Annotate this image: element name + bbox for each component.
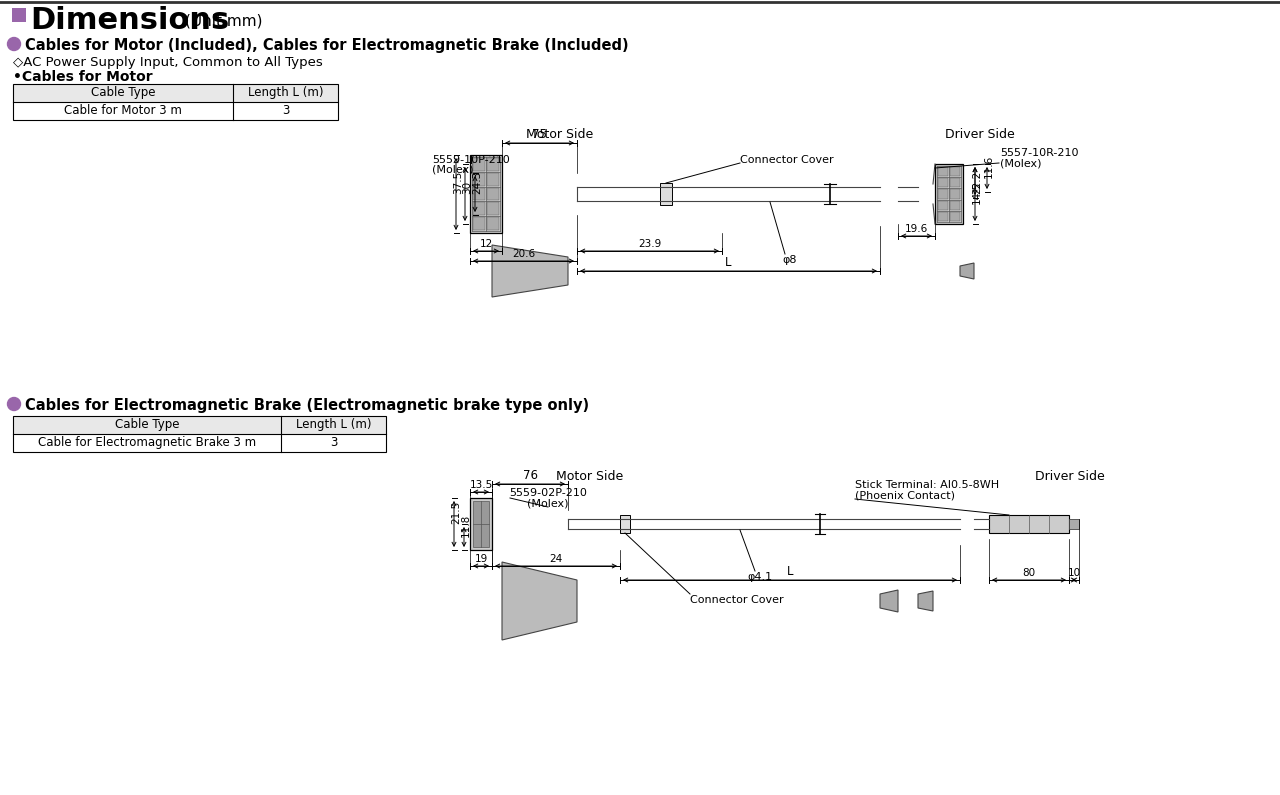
Polygon shape: [881, 590, 899, 612]
Text: 30: 30: [462, 181, 472, 194]
Text: 19.6: 19.6: [905, 224, 928, 234]
Text: 11.8: 11.8: [461, 514, 471, 537]
Bar: [989, 515, 1069, 533]
Text: Length L (m): Length L (m): [248, 86, 324, 99]
Text: (Molex): (Molex): [1000, 158, 1042, 168]
Bar: [474, 188, 485, 200]
Bar: [938, 167, 948, 176]
Text: ◇AC Power Supply Input, Common to All Types: ◇AC Power Supply Input, Common to All Ty…: [13, 56, 323, 69]
Bar: [660, 183, 672, 205]
Bar: [950, 200, 960, 210]
Bar: [486, 158, 499, 171]
Bar: [486, 217, 499, 230]
Bar: [938, 178, 948, 188]
Bar: [950, 211, 960, 221]
Text: 3: 3: [282, 104, 289, 117]
Text: •Cables for Motor: •Cables for Motor: [13, 70, 152, 84]
Text: (Molex): (Molex): [433, 165, 474, 175]
Bar: [474, 203, 485, 215]
Text: (Unit mm): (Unit mm): [186, 13, 262, 28]
Bar: [938, 189, 948, 199]
Text: Cable for Motor 3 m: Cable for Motor 3 m: [64, 104, 182, 117]
Text: φ8: φ8: [783, 255, 797, 265]
Text: 75: 75: [532, 128, 547, 141]
Bar: [934, 164, 963, 224]
Bar: [938, 211, 948, 221]
Bar: [950, 178, 960, 188]
Text: Dimensions: Dimensions: [29, 6, 229, 35]
Text: 24.3: 24.3: [472, 171, 483, 194]
Text: Motor Side: Motor Side: [557, 470, 623, 483]
Bar: [486, 203, 499, 215]
Text: Stick Terminal: AI0.5-8WH: Stick Terminal: AI0.5-8WH: [855, 480, 1000, 490]
Text: Cables for Electromagnetic Brake (Electromagnetic brake type only): Cables for Electromagnetic Brake (Electr…: [26, 398, 589, 413]
Text: 80: 80: [1023, 568, 1036, 578]
Bar: [474, 158, 485, 171]
Text: Cable for Electromagnetic Brake 3 m: Cable for Electromagnetic Brake 3 m: [38, 436, 256, 449]
Text: L: L: [787, 565, 794, 578]
Bar: [13, 416, 387, 434]
Polygon shape: [918, 591, 933, 611]
Circle shape: [8, 37, 20, 51]
Text: Connector Cover: Connector Cover: [740, 155, 833, 165]
Text: 5559-10P-210: 5559-10P-210: [433, 155, 509, 165]
Text: 22.2: 22.2: [972, 171, 982, 194]
Text: 13.5: 13.5: [470, 480, 493, 490]
Bar: [474, 173, 485, 185]
Text: 14.5: 14.5: [972, 181, 982, 204]
Text: 19: 19: [475, 554, 488, 564]
Bar: [620, 515, 630, 533]
Bar: [474, 501, 489, 547]
Bar: [1069, 519, 1079, 529]
Circle shape: [8, 398, 20, 410]
Text: 12: 12: [480, 239, 493, 249]
Text: Length L (m): Length L (m): [296, 418, 371, 431]
Text: 76: 76: [522, 469, 538, 482]
Text: 3: 3: [330, 436, 337, 449]
Text: 5557-10R-210: 5557-10R-210: [1000, 148, 1079, 158]
Bar: [13, 84, 338, 102]
Text: Cable Type: Cable Type: [91, 86, 155, 99]
Bar: [470, 155, 502, 233]
Bar: [938, 200, 948, 210]
Bar: [13, 84, 338, 120]
Bar: [486, 173, 499, 185]
Text: L: L: [726, 256, 732, 269]
Text: Motor Side: Motor Side: [526, 128, 594, 141]
Text: (Phoenix Contact): (Phoenix Contact): [855, 490, 955, 500]
Bar: [12, 8, 26, 22]
Text: φ4.1: φ4.1: [748, 572, 773, 582]
Bar: [950, 167, 960, 176]
Text: 11.6: 11.6: [984, 155, 995, 178]
Bar: [950, 189, 960, 199]
Text: Driver Side: Driver Side: [1036, 470, 1105, 483]
Polygon shape: [502, 562, 577, 640]
Bar: [470, 498, 492, 550]
Text: (Molex): (Molex): [527, 498, 568, 508]
Text: Driver Side: Driver Side: [945, 128, 1015, 141]
Polygon shape: [492, 245, 568, 297]
Text: 5559-02P-210: 5559-02P-210: [509, 488, 588, 498]
Polygon shape: [960, 263, 974, 279]
Text: 10: 10: [1068, 568, 1080, 578]
Bar: [474, 217, 485, 230]
Bar: [486, 188, 499, 200]
Text: Connector Cover: Connector Cover: [690, 595, 783, 605]
Text: Cable Type: Cable Type: [115, 418, 179, 431]
Text: 24: 24: [549, 554, 563, 564]
Text: 23.9: 23.9: [637, 239, 662, 249]
Bar: [13, 416, 387, 452]
Text: Cables for Motor (Included), Cables for Electromagnetic Brake (Included): Cables for Motor (Included), Cables for …: [26, 38, 628, 53]
Text: 21.5: 21.5: [451, 501, 461, 524]
Text: 20.6: 20.6: [512, 249, 535, 259]
Text: 37.5: 37.5: [453, 171, 463, 194]
